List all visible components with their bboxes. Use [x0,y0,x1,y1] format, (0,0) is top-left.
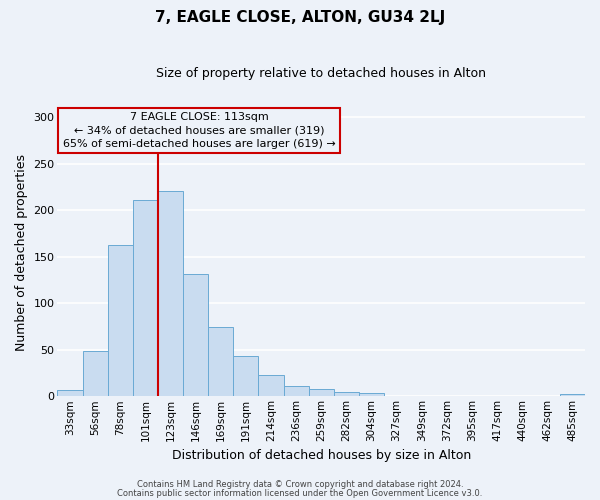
Text: Contains HM Land Registry data © Crown copyright and database right 2024.: Contains HM Land Registry data © Crown c… [137,480,463,489]
Bar [133,200,158,396]
Bar [58,390,83,396]
Bar [108,244,133,396]
Text: Contains public sector information licensed under the Open Government Licence v3: Contains public sector information licen… [118,489,482,498]
Y-axis label: Number of detached properties: Number of detached properties [15,154,28,350]
Bar [259,375,284,396]
Bar [208,326,233,396]
Bar [359,394,384,396]
Text: 7, EAGLE CLOSE, ALTON, GU34 2LJ: 7, EAGLE CLOSE, ALTON, GU34 2LJ [155,10,445,25]
Text: 7 EAGLE CLOSE: 113sqm
← 34% of detached houses are smaller (319)
65% of semi-det: 7 EAGLE CLOSE: 113sqm ← 34% of detached … [63,112,335,149]
Bar [334,392,359,396]
Bar [560,394,585,396]
Bar [158,191,183,396]
Bar [83,350,108,397]
X-axis label: Distribution of detached houses by size in Alton: Distribution of detached houses by size … [172,450,471,462]
Bar [284,386,308,396]
Bar [233,356,259,397]
Bar [308,389,334,396]
Bar [183,274,208,396]
Title: Size of property relative to detached houses in Alton: Size of property relative to detached ho… [156,68,486,80]
